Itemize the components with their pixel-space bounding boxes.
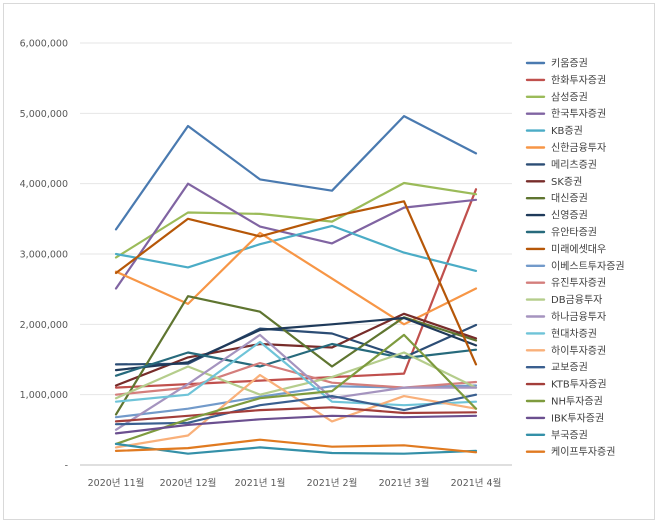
series-line-23	[114, 442, 478, 455]
y-tick-label: 3,000,000	[20, 250, 68, 261]
x-tick-label: 2021년 4월	[451, 477, 502, 489]
series-line-3	[114, 181, 478, 259]
legend-label: 유진투자증권	[551, 277, 606, 289]
series-line-15	[114, 351, 478, 400]
legend-label: KB증권	[551, 125, 583, 137]
series-line-22	[114, 414, 478, 435]
x-tick-label: 2021년 2월	[307, 477, 358, 489]
legend-label: 한화투자증권	[551, 74, 606, 86]
x-tick-label: 2021년 3월	[379, 477, 430, 489]
legend-label: 하이투자증권	[551, 344, 606, 357]
series-line-18	[114, 373, 478, 449]
y-tick-label: 5,000,000	[20, 109, 68, 120]
legend-label: IBK투자증권	[551, 412, 604, 424]
x-tick-label: 2020년 12월	[160, 477, 217, 489]
y-tick-label: 4,000,000	[20, 179, 68, 190]
series-line-21	[114, 333, 478, 445]
legend-label: 부국증권	[551, 429, 588, 441]
legend-label: 키움증권	[551, 58, 588, 70]
legend-label: 신영증권	[551, 210, 588, 222]
legend-label: 삼성증권	[551, 91, 588, 103]
x-tick-label: 2020년 11월	[88, 477, 145, 489]
legend-label: 메리츠증권	[551, 159, 597, 171]
series-line-5	[114, 224, 478, 272]
legend-label: 교보증권	[551, 362, 588, 374]
series-line-8	[114, 312, 478, 387]
series-line-2	[114, 188, 478, 389]
legend-label: 하나금융투자	[551, 310, 606, 323]
legend-label: 대신증권	[551, 193, 588, 205]
series-line-20	[114, 406, 478, 423]
legend-label: DB금융투자	[551, 294, 602, 306]
series-line-17	[114, 340, 478, 407]
y-tick-label: 1,000,000	[20, 390, 68, 401]
legend-label: 케이프투자증권	[551, 446, 615, 458]
series-line-10	[114, 316, 478, 372]
legend-label: 한국투자증권	[551, 108, 606, 120]
series-line-11	[114, 342, 478, 377]
series-line-9	[114, 295, 478, 416]
legend-label: SK증권	[551, 176, 582, 188]
y-tick-label: 6,000,000	[20, 39, 68, 50]
legend-label: KTB투자증권	[551, 379, 607, 391]
series-line-24	[114, 438, 478, 454]
legend-label: 신한금융투자	[551, 142, 606, 154]
series-line-12	[114, 200, 478, 366]
legend-label: NH투자증권	[551, 396, 603, 408]
legend-label: 이베스트투자증권	[551, 260, 625, 272]
y-tick-label: -	[65, 461, 68, 472]
series-line-1	[114, 114, 478, 231]
series-line-6	[114, 231, 478, 326]
y-tick-label: 2,000,000	[20, 320, 68, 331]
legend-label: 유안타증권	[551, 227, 597, 239]
legend-label: 현대차증권	[551, 328, 597, 340]
x-tick-label: 2021년 1월	[235, 477, 286, 489]
legend-label: 미래에셋대우	[551, 243, 606, 255]
series-line-16	[114, 333, 478, 431]
chart-frame	[3, 3, 655, 520]
